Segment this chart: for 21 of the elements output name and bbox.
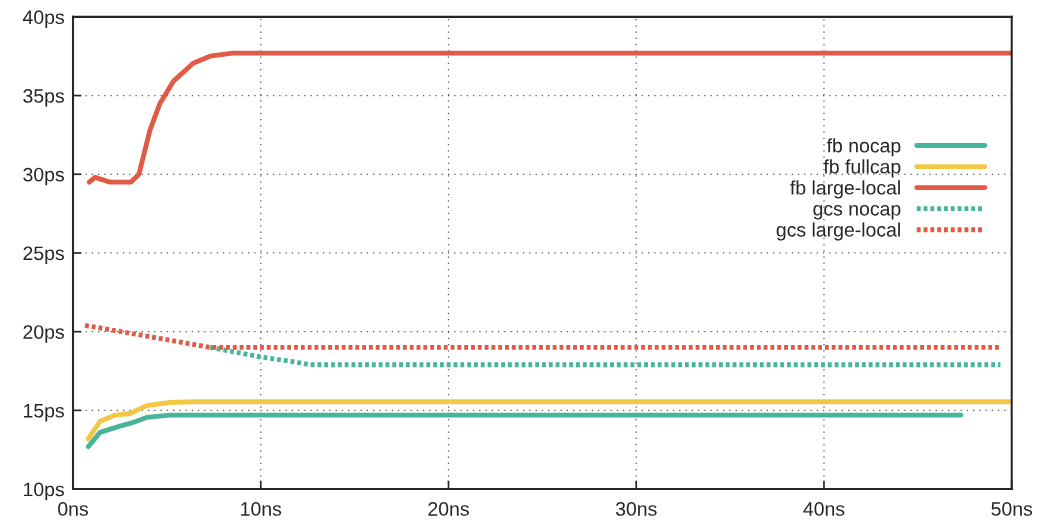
legend-label: fb large-local	[790, 180, 900, 199]
y-tick-label: 20ps	[23, 325, 64, 343]
legend-label: fb fullcap	[823, 159, 901, 178]
x-tick-label: 30ns	[615, 502, 657, 516]
y-tick-label: 35ps	[23, 89, 64, 107]
x-tick-label: 40ns	[803, 502, 845, 516]
x-tick-label: 20ns	[428, 502, 469, 516]
line-series	[207, 344, 1003, 368]
y-tick-label: 25ps	[23, 246, 64, 265]
legend-label: fb nocap	[826, 138, 901, 157]
y-tick-label: 10ps	[24, 482, 64, 501]
x-tick-label: 0ns	[58, 502, 88, 516]
line-series	[85, 399, 1012, 442]
legend-label: gcs large-local	[776, 222, 900, 241]
y-tick-label: 15ps	[24, 404, 64, 422]
y-tick-label: 40ps	[22, 10, 64, 28]
x-tick-label: 50ns	[991, 502, 1033, 516]
legend-label: gcs nocap	[813, 205, 901, 220]
y-tick-label: 30ps	[23, 167, 64, 186]
x-tick-label: 10ns	[241, 502, 282, 516]
line-series	[85, 412, 964, 449]
